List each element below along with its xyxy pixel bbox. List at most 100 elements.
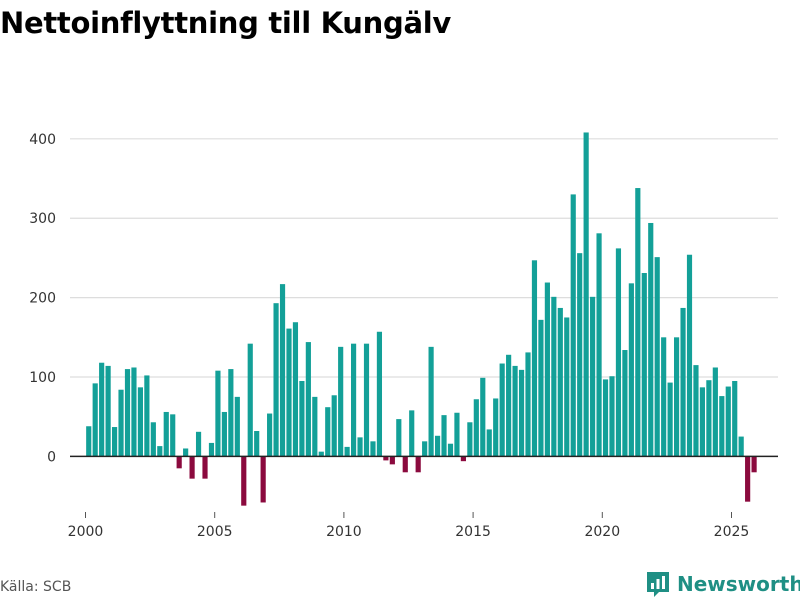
bar bbox=[590, 296, 596, 457]
bar bbox=[299, 380, 305, 457]
brand-logo[interactable]: Newsworthy bbox=[645, 570, 800, 598]
bar bbox=[557, 307, 563, 457]
bar bbox=[363, 343, 370, 457]
bar bbox=[376, 331, 383, 457]
bar bbox=[99, 362, 105, 457]
bar bbox=[202, 456, 208, 479]
bar bbox=[680, 307, 686, 457]
bar bbox=[286, 328, 292, 457]
bar bbox=[279, 284, 286, 457]
bar-chart-logo-icon bbox=[647, 572, 669, 597]
bar bbox=[215, 370, 221, 457]
bar bbox=[228, 369, 234, 457]
x-tick-label: 2010 bbox=[326, 524, 362, 540]
bar bbox=[305, 342, 311, 457]
bar bbox=[267, 413, 273, 457]
y-tick-label: 300 bbox=[29, 211, 56, 227]
bar bbox=[189, 456, 195, 479]
bar bbox=[344, 446, 350, 457]
bar bbox=[176, 456, 182, 469]
bar bbox=[499, 363, 505, 457]
bar bbox=[86, 426, 92, 457]
bar bbox=[208, 442, 215, 457]
y-tick-label: 400 bbox=[29, 132, 56, 148]
bar bbox=[745, 456, 751, 502]
bar bbox=[105, 365, 111, 457]
bar bbox=[506, 354, 512, 457]
bar bbox=[493, 398, 499, 457]
bar bbox=[751, 456, 757, 473]
bar bbox=[415, 456, 421, 473]
bar bbox=[628, 283, 634, 457]
bar bbox=[667, 382, 673, 457]
bar bbox=[577, 253, 583, 457]
bar bbox=[434, 435, 441, 457]
bar bbox=[183, 448, 189, 457]
bar bbox=[351, 343, 357, 457]
bar bbox=[564, 317, 570, 457]
bar bbox=[480, 377, 486, 457]
bar bbox=[150, 422, 156, 457]
brand-name: Newsworthy bbox=[677, 572, 800, 596]
bar bbox=[525, 352, 531, 457]
bar bbox=[674, 337, 680, 457]
bar bbox=[473, 399, 479, 457]
bar bbox=[583, 132, 589, 457]
bar bbox=[460, 456, 466, 462]
bar bbox=[383, 456, 389, 461]
bar bbox=[570, 194, 576, 457]
bar bbox=[163, 411, 169, 457]
x-tick-label: 2005 bbox=[197, 524, 233, 540]
y-tick-label: 100 bbox=[29, 370, 56, 386]
bar bbox=[402, 456, 408, 473]
bar bbox=[738, 436, 744, 457]
x-tick-label: 2000 bbox=[68, 524, 104, 540]
source-label: Källa: SCB bbox=[0, 579, 72, 595]
bar bbox=[609, 376, 615, 457]
x-tick-label: 2025 bbox=[714, 524, 750, 540]
bar bbox=[331, 395, 337, 457]
bar bbox=[389, 456, 395, 465]
bar bbox=[111, 427, 118, 457]
bar bbox=[512, 365, 518, 457]
bar bbox=[92, 383, 98, 457]
bar bbox=[325, 407, 331, 457]
bar bbox=[654, 257, 660, 457]
bar bbox=[131, 367, 137, 457]
bar bbox=[447, 443, 454, 457]
bar bbox=[486, 429, 492, 457]
bar bbox=[318, 451, 324, 457]
bar bbox=[422, 441, 428, 457]
bar bbox=[370, 441, 376, 457]
bar bbox=[357, 437, 363, 457]
bar bbox=[719, 396, 725, 457]
bar bbox=[396, 419, 402, 457]
bar bbox=[260, 456, 266, 503]
bar bbox=[544, 282, 550, 457]
bar bbox=[732, 380, 738, 457]
x-axis-ticks: 2000 2005 2010 2015 2020 2025 bbox=[68, 512, 750, 540]
bar bbox=[441, 415, 447, 457]
bar bbox=[241, 456, 247, 506]
bar bbox=[712, 367, 718, 457]
bar bbox=[170, 414, 176, 457]
bar bbox=[144, 375, 150, 457]
bar bbox=[648, 222, 654, 457]
chart-title: Nettoinflyttning till Kungälv bbox=[0, 6, 451, 40]
bar bbox=[428, 346, 434, 457]
bar bbox=[338, 346, 344, 457]
gridlines bbox=[70, 138, 778, 378]
bar bbox=[531, 260, 538, 457]
bar bbox=[622, 350, 628, 457]
bar bbox=[254, 431, 260, 457]
bar bbox=[596, 233, 602, 457]
bar bbox=[454, 412, 460, 457]
bar bbox=[409, 410, 415, 457]
x-tick-label: 2020 bbox=[584, 524, 620, 540]
x-tick-label: 2015 bbox=[455, 524, 491, 540]
bar bbox=[518, 369, 525, 457]
bar bbox=[118, 389, 124, 457]
bar bbox=[686, 254, 693, 457]
bar bbox=[693, 365, 699, 457]
